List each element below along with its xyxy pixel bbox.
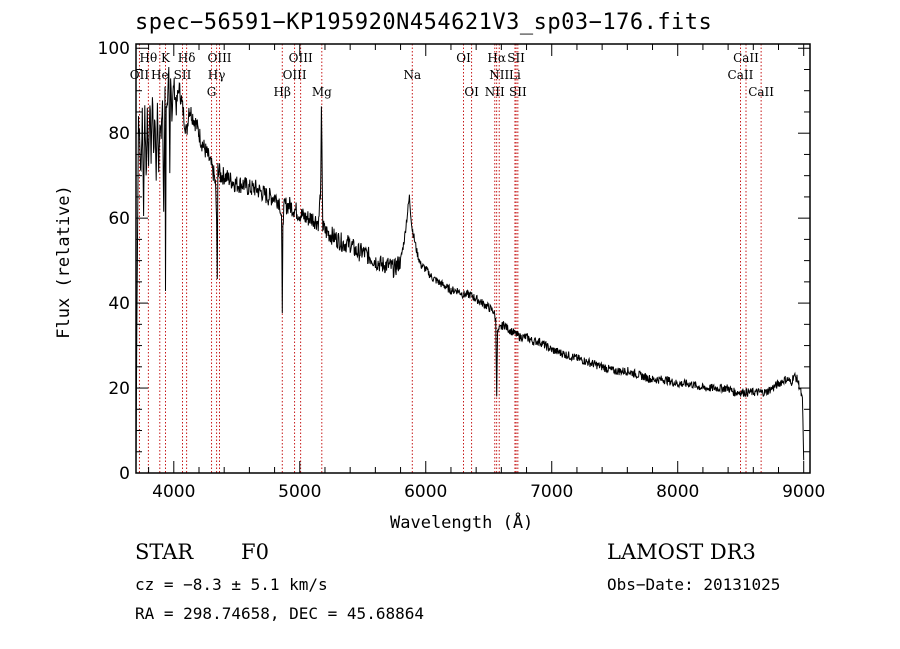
line-label: SII xyxy=(509,85,527,99)
line-label: Hβ xyxy=(274,85,291,99)
line-labels: Hθ K Hδ OII He SII OIII Hγ G OIII OIII Hβ Mg Na OI OI Hα… xyxy=(130,51,775,99)
line-label: OI xyxy=(456,51,471,65)
x-tick-label: 4000 xyxy=(152,482,195,502)
line-label: OIII xyxy=(207,51,231,65)
line-label: OIII xyxy=(289,51,313,65)
line-label: Hγ xyxy=(208,68,226,82)
chart-title: spec−56591−KP195920N454621V3_sp03−176.fi… xyxy=(135,10,713,35)
line-label: Na xyxy=(403,68,421,82)
redshift-cz: cz = −8.3 ± 5.1 km/s xyxy=(135,575,328,594)
axis-ticks: 4000 5000 6000 7000 8000 9000 0 20 40 60 80 100 xyxy=(98,39,826,502)
x-tick-label: 5000 xyxy=(278,482,321,502)
line-label: Mg xyxy=(312,85,332,99)
line-label: OII xyxy=(130,68,150,82)
axes-frame xyxy=(135,43,811,474)
line-label: OIII xyxy=(283,68,307,82)
y-tick-label: 100 xyxy=(98,39,130,59)
y-tick-label: 0 xyxy=(119,464,130,484)
line-label: Hθ xyxy=(139,51,157,65)
line-label: Hδ xyxy=(178,51,196,65)
y-tick-label: 20 xyxy=(108,379,130,399)
y-tick-label: 60 xyxy=(108,209,130,229)
line-label: SII xyxy=(507,51,525,65)
line-label: G xyxy=(207,85,217,99)
observation-date: Obs−Date: 20131025 xyxy=(607,575,781,594)
line-label: NII xyxy=(489,68,509,82)
line-label: He xyxy=(151,68,169,82)
line-label: Hα xyxy=(487,51,506,65)
x-tick-label: 9000 xyxy=(782,482,825,502)
spectrum-line xyxy=(135,66,805,469)
y-tick-label: 40 xyxy=(108,294,130,314)
x-axis-label: Wavelength (Å) xyxy=(390,513,534,533)
emission-line-markers xyxy=(138,44,762,473)
line-label: K xyxy=(161,51,171,65)
line-label: SII xyxy=(174,68,192,82)
object-subclass: F0 xyxy=(241,540,269,564)
coordinates: RA = 298.74658, DEC = 45.68864 xyxy=(135,604,424,623)
object-class: STAR xyxy=(135,540,194,564)
x-tick-label: 7000 xyxy=(530,482,573,502)
line-label: CaII xyxy=(748,85,774,99)
y-tick-label: 80 xyxy=(108,124,130,144)
x-tick-label: 8000 xyxy=(656,482,699,502)
survey-name: LAMOST DR3 xyxy=(607,540,756,564)
x-tick-label: 6000 xyxy=(404,482,447,502)
y-axis-label: Flux (relative) xyxy=(54,185,74,339)
line-label: CaII xyxy=(728,68,754,82)
line-label: CaII xyxy=(733,51,759,65)
line-label: OI xyxy=(464,85,479,99)
line-label: NII xyxy=(485,85,505,99)
line-label: Li xyxy=(509,68,521,82)
